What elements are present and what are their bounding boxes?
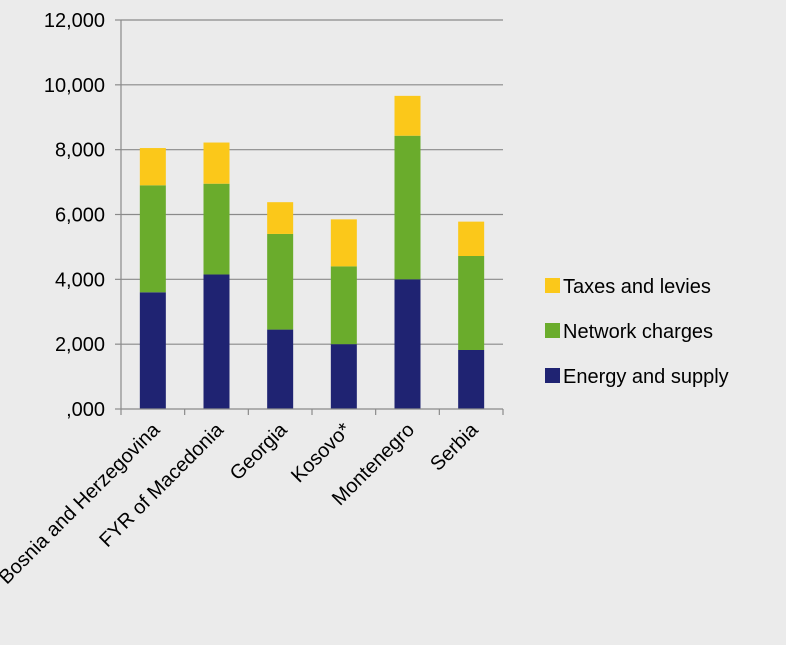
bar-segment — [330, 219, 357, 267]
bar-segment — [394, 135, 421, 280]
y-tick-labels: ,000 2,000 4,000 6,000 8,000 10,000 12,000 — [44, 10, 105, 421]
bar-segment — [394, 279, 421, 409]
legend-label: Network charges — [563, 321, 713, 343]
bar-segment — [458, 221, 485, 256]
y-tick-label: ,000 — [66, 399, 105, 421]
bar-segment — [267, 233, 294, 330]
legend-swatch — [545, 278, 560, 293]
axes — [115, 19, 504, 415]
legend-swatch — [545, 368, 560, 383]
bar-segment — [203, 142, 230, 184]
bars — [139, 95, 485, 409]
bar-segment — [203, 183, 230, 275]
legend: Taxes and levies Network charges Energy an… — [545, 276, 729, 388]
gridlines — [121, 19, 503, 345]
bar-segment — [458, 350, 485, 409]
legend-label: Energy and supply — [563, 366, 729, 388]
x-tick-label: Georgia — [226, 418, 292, 484]
legend-swatch — [545, 323, 560, 338]
bar-segment — [203, 274, 230, 409]
bar-segment — [330, 344, 357, 409]
y-tick-label: 8,000 — [55, 140, 105, 162]
y-tick-label: 10,000 — [44, 75, 105, 97]
y-tick-label: 2,000 — [55, 334, 105, 356]
y-tick-label: 12,000 — [44, 10, 105, 32]
x-tick-label: FYR of Macedonia — [95, 418, 228, 551]
bar-segment — [267, 202, 294, 234]
y-tick-label: 6,000 — [55, 205, 105, 227]
bar-segment — [139, 185, 166, 293]
y-tick-label: 4,000 — [55, 269, 105, 291]
bar-segment — [330, 266, 357, 345]
legend-label: Taxes and levies — [563, 276, 711, 298]
bar-segment — [267, 329, 294, 409]
bar-segment — [139, 148, 166, 186]
bar-segment — [139, 292, 166, 409]
x-tick-label: Serbia — [426, 418, 483, 475]
bar-segment — [458, 255, 485, 351]
bar-segment — [394, 95, 421, 136]
